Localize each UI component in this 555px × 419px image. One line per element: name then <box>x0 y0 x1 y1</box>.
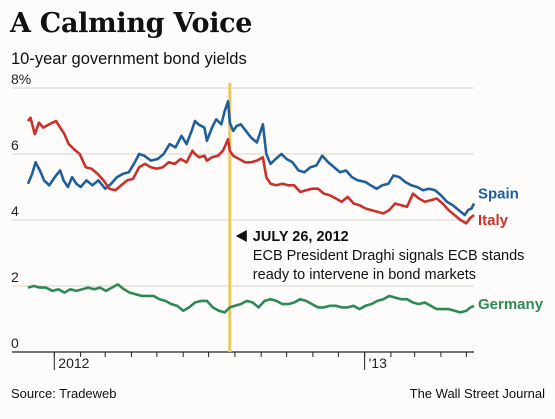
italy-line <box>26 116 475 225</box>
annotation-text-line: ECB President Draghi signals ECB stands <box>253 248 525 264</box>
series-lines <box>26 99 476 314</box>
grid-lines <box>12 87 474 287</box>
annotation-title: JULY 26, 2012 <box>253 229 349 245</box>
publisher-credit: The Wall Street Journal <box>409 386 545 401</box>
y-tick-label: 0 <box>11 335 19 351</box>
italy-label: Italy <box>478 212 509 229</box>
y-tick-label: 4 <box>11 203 19 219</box>
germany-label: Germany <box>478 296 544 313</box>
x-tick-label: 2012 <box>58 355 89 371</box>
x-tick-label: '13 <box>369 355 387 371</box>
y-tick-label: 2 <box>11 269 19 285</box>
y-tick-label: 6 <box>11 137 19 153</box>
spain-line <box>26 99 476 217</box>
annotation: JULY 26, 2012 ECB President Draghi signal… <box>235 229 525 283</box>
y-tick-labels: 0 2 4 6 8% <box>11 71 31 351</box>
germany-line <box>27 283 475 314</box>
y-tick-label: 8% <box>11 71 31 87</box>
chart-subtitle: 10-year government bond yields <box>11 50 247 68</box>
spain-label: Spain <box>478 186 519 203</box>
x-axis: 2012 '13 <box>12 351 474 371</box>
annotation-arrow <box>235 230 247 242</box>
annotation-text-line: ready to intervene in bond markets <box>253 267 476 283</box>
series-labels: Spain Italy Germany <box>478 186 544 314</box>
chart-title: A Calming Voice <box>10 8 253 39</box>
source-note: Source: Tradeweb <box>11 386 117 401</box>
